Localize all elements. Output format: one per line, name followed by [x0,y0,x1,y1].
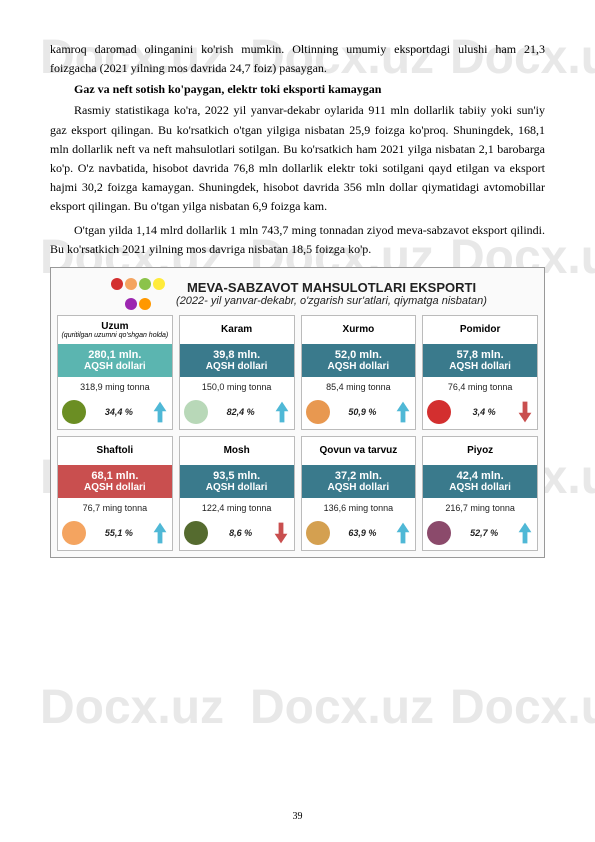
arrow-up-icon [395,400,411,424]
fruit-icon [427,521,451,545]
paragraph-3: O'tgan yilda 1,14 mlrd dollarlik 1 mln 7… [50,221,545,259]
page-number: 39 [293,811,303,822]
product-footer: 50,9 % [302,397,416,429]
product-card: Karam39,8 mln.AQSH dollari150,0 ming ton… [179,315,295,430]
product-card: Uzum(quritilgan uzumni qo'shgan holda)28… [57,315,173,430]
product-value: 37,2 mln.AQSH dollari [302,465,416,498]
product-tonnage: 150,0 ming tonna [180,377,294,397]
product-footer: 34,4 % [58,397,172,429]
product-value: 280,1 mln.AQSH dollari [58,344,172,377]
arrow-up-icon [517,521,533,545]
product-tonnage: 76,4 ming tonna [423,377,537,397]
product-value: 57,8 mln.AQSH dollari [423,344,537,377]
fruit-icon [62,521,86,545]
product-footer: 63,9 % [302,518,416,550]
watermark: Docx.uz [450,680,595,735]
paragraph-2: Rasmiy statistikaga ko'ra, 2022 yil yanv… [50,101,545,216]
product-tonnage: 76,7 ming tonna [58,498,172,518]
fruit-icon [62,400,86,424]
arrow-down-icon [273,521,289,545]
arrow-up-icon [152,521,168,545]
product-tonnage: 216,7 ming tonna [423,498,537,518]
product-footer: 8,6 % [180,518,294,550]
watermark: Docx.uz [250,680,434,735]
section-heading: Gaz va neft sotish ko'paygan, elektr tok… [50,82,545,97]
product-name: Mosh [180,437,294,465]
product-name: Piyoz [423,437,537,465]
product-percent: 52,7 % [470,528,498,538]
fruit-icon [184,521,208,545]
product-card: Qovun va tarvuz37,2 mln.AQSH dollari136,… [301,436,417,551]
product-tonnage: 122,4 ming tonna [180,498,294,518]
chart-subtitle: (2022- yil yanvar-dekabr, o'zgarish sur'… [176,295,487,307]
chart-title: MEVA-SABZAVOT MAHSULOTLARI EKSPORTI [176,280,487,295]
product-percent: 55,1 % [105,528,133,538]
arrow-down-icon [517,400,533,424]
product-value: 52,0 mln.AQSH dollari [302,344,416,377]
watermark: Docx.uz [40,680,224,735]
product-card: Piyoz42,4 mln.AQSH dollari216,7 ming ton… [422,436,538,551]
product-card: Shaftoli68,1 mln.AQSH dollari76,7 ming t… [57,436,173,551]
product-tonnage: 85,4 ming tonna [302,377,416,397]
product-value: 39,8 mln.AQSH dollari [180,344,294,377]
paragraph-1: kamroq daromad olinganini ko'rish mumkin… [50,40,545,78]
product-percent: 34,4 % [105,407,133,417]
product-name: Qovun va tarvuz [302,437,416,465]
product-card: Pomidor57,8 mln.AQSH dollari76,4 ming to… [422,315,538,430]
fruit-icon [427,400,451,424]
fruit-icon [306,521,330,545]
product-value: 68,1 mln.AQSH dollari [58,465,172,498]
product-footer: 3,4 % [423,397,537,429]
product-name: Xurmo [302,316,416,344]
product-percent: 50,9 % [348,407,376,417]
product-card: Mosh93,5 mln.AQSH dollari122,4 ming tonn… [179,436,295,551]
product-footer: 55,1 % [58,518,172,550]
product-footer: 52,7 % [423,518,537,550]
product-percent: 63,9 % [348,528,376,538]
product-value: 93,5 mln.AQSH dollari [180,465,294,498]
product-percent: 3,4 % [473,407,496,417]
product-tonnage: 136,6 ming tonna [302,498,416,518]
product-percent: 82,4 % [227,407,255,417]
product-tonnage: 318,9 ming tonna [58,377,172,397]
arrow-up-icon [395,521,411,545]
product-card: Xurmo52,0 mln.AQSH dollari85,4 ming tonn… [301,315,417,430]
product-percent: 8,6 % [229,528,252,538]
product-value: 42,4 mln.AQSH dollari [423,465,537,498]
arrow-up-icon [274,400,290,424]
product-name: Pomidor [423,316,537,344]
fruit-icon [306,400,330,424]
fruit-cluster-icon [108,274,168,314]
product-name: Karam [180,316,294,344]
product-name: Uzum(quritilgan uzumni qo'shgan holda) [58,316,172,344]
export-chart: MEVA-SABZAVOT MAHSULOTLARI EKSPORTI (202… [50,267,545,558]
product-footer: 82,4 % [180,397,294,429]
fruit-icon [184,400,208,424]
product-name: Shaftoli [58,437,172,465]
arrow-up-icon [152,400,168,424]
